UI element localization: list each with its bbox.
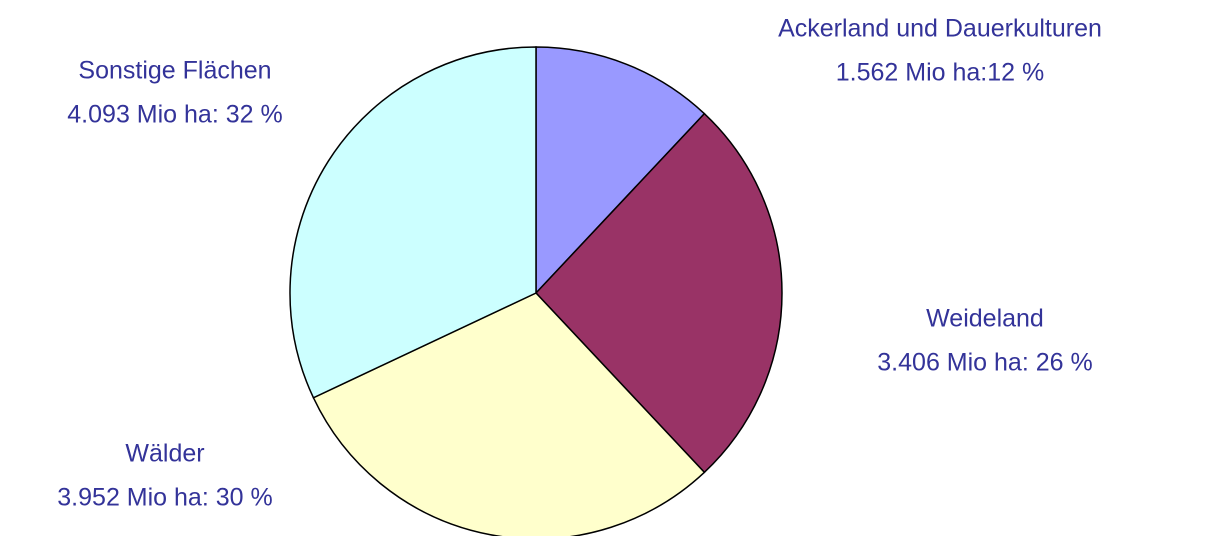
slice-label: Sonstige Flächen bbox=[78, 57, 271, 85]
pie-slice bbox=[312, 292, 706, 536]
value-label: 1.562 Mio ha:12 % bbox=[836, 59, 1044, 87]
pie-slice bbox=[535, 46, 706, 295]
slice-label: Wälder bbox=[125, 440, 204, 468]
pie-slice bbox=[289, 46, 537, 399]
slice-label: Weideland bbox=[926, 305, 1044, 333]
slice-label: Ackerland und Dauerkulturen bbox=[778, 15, 1102, 43]
value-label: 3.406 Mio ha: 26 % bbox=[877, 349, 1092, 377]
pie-slice bbox=[534, 112, 783, 474]
value-label: 4.093 Mio ha: 32 % bbox=[67, 101, 282, 129]
value-label: 3.952 Mio ha: 30 % bbox=[57, 484, 272, 512]
